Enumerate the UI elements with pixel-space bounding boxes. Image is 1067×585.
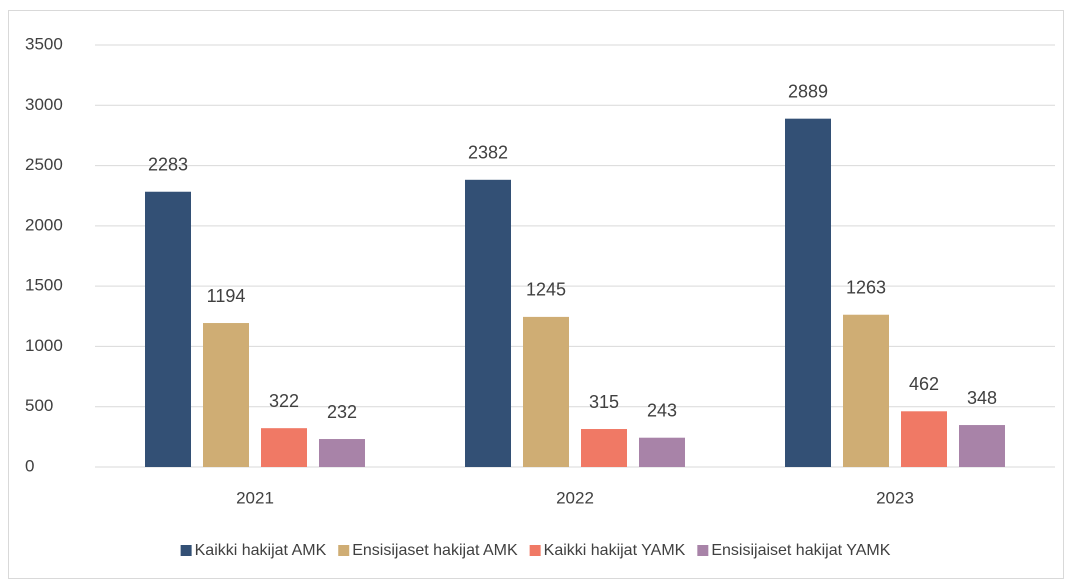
legend-swatch [697,545,709,556]
legend-label: Kaikki hakijat AMK [195,542,327,559]
y-tick-label: 3000 [25,95,63,114]
y-tick-label: 0 [25,456,34,475]
legend-label: Ensisijaiset hakijat YAMK [711,542,890,559]
bar [581,429,627,467]
legend-swatch [529,545,541,556]
data-label: 243 [647,400,677,420]
x-tick-label: 2023 [876,488,914,507]
bar [203,323,249,467]
data-label: 2283 [148,154,188,174]
data-label: 1245 [526,280,566,300]
bar [465,179,511,467]
bar [145,191,191,468]
data-label: 322 [269,391,299,411]
data-label: 315 [589,392,619,412]
legend-swatch [180,545,192,556]
legend-label: Kaikki hakijat YAMK [544,542,686,559]
data-label: 462 [909,374,939,394]
legend-swatch [338,545,350,556]
chart-border [8,10,1064,579]
bar [843,314,889,467]
bar [959,425,1005,467]
data-label: 2889 [788,81,828,101]
y-tick-label: 1500 [25,276,63,295]
data-label: 232 [327,402,357,422]
data-label: 348 [967,388,997,408]
y-tick-label: 1000 [25,336,63,355]
y-tick-label: 2500 [25,155,63,174]
data-label: 2382 [468,143,508,163]
bar [901,411,947,467]
bar [319,439,365,467]
legend-label: Ensisijaset hakijat AMK [352,542,518,559]
bar [639,437,685,467]
data-label: 1263 [846,277,886,297]
x-tick-label: 2021 [236,488,274,507]
bar [261,428,307,467]
y-tick-label: 500 [25,396,53,415]
bar [785,118,831,468]
y-tick-label: 2000 [25,215,63,234]
x-tick-label: 2022 [556,488,594,507]
bar [523,316,569,467]
data-label: 1194 [207,286,246,306]
y-tick-label: 3500 [25,34,63,53]
